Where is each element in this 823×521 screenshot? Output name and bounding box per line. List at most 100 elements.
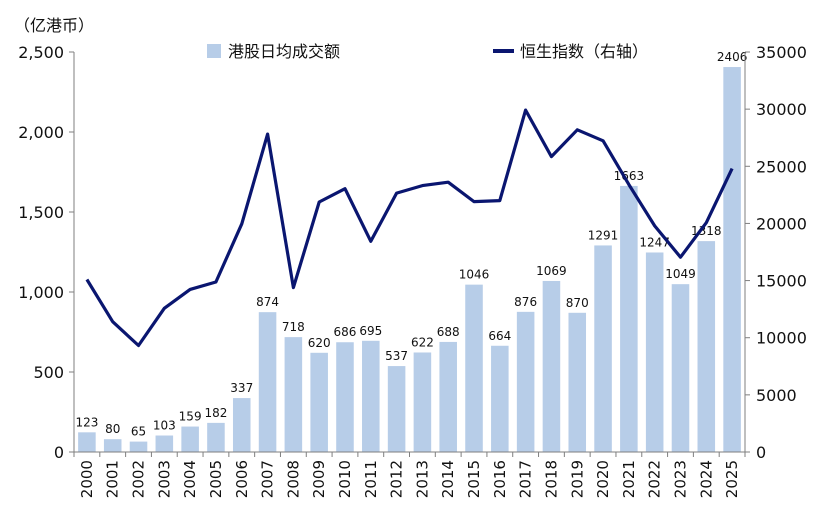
bar-2004 <box>181 426 199 452</box>
left-tick-label: 1,000 <box>18 283 64 302</box>
left-axis-ticks: 0 500 1,000 1,500 2,000 2,500 <box>18 43 74 462</box>
x-tick-label-2000: 2000 <box>78 460 96 498</box>
right-tick-label: 10000 <box>756 329 807 348</box>
right-tick-label: 0 <box>756 443 766 462</box>
bar-label-2021: 1663 <box>614 169 645 183</box>
bar-2011 <box>362 340 380 452</box>
bar-2018 <box>542 280 561 452</box>
x-tick-label-2009: 2009 <box>310 460 328 498</box>
bar-2005 <box>207 422 225 452</box>
bar-label-2018: 1069 <box>536 264 567 278</box>
x-tick-label-2004: 2004 <box>181 460 199 498</box>
bar-label-2010: 686 <box>334 325 357 339</box>
x-axis-ticks: 2000 2001 2002 2003 2004 2005 2006 2007 2008 2009… <box>73 452 746 498</box>
bar-label-2013: 622 <box>411 335 434 349</box>
legend-bar-label: 港股日均成交额 <box>228 42 340 61</box>
right-tick-label: 35000 <box>756 43 807 62</box>
bar-2022 <box>645 252 664 452</box>
line-series-hang-seng-index <box>85 108 734 348</box>
bar-label-2007: 874 <box>256 295 279 309</box>
x-tick-label-2014: 2014 <box>439 460 457 498</box>
bar-2013 <box>413 352 432 452</box>
bar-2010 <box>336 342 354 452</box>
bar-2014 <box>439 341 457 452</box>
bar-label-2022: 1247 <box>639 235 670 249</box>
bar-label-2017: 876 <box>514 295 537 309</box>
bar-label-2003: 103 <box>153 419 176 433</box>
bar-label-2006: 337 <box>230 381 253 395</box>
bar-label-2015: 1046 <box>459 268 490 282</box>
bar-2008 <box>284 337 303 452</box>
bar-label-2020: 1291 <box>588 228 619 242</box>
x-tick-label-2002: 2002 <box>130 460 148 498</box>
x-tick-label-2013: 2013 <box>413 460 431 498</box>
x-tick-label-2011: 2011 <box>362 460 380 498</box>
bar-label-2002: 65 <box>131 425 146 439</box>
x-tick-label-2019: 2019 <box>568 460 586 498</box>
right-axis-ticks: 0 5000 10000 15000 20000 25000 30000 35000 <box>745 43 807 462</box>
x-tick-label-2005: 2005 <box>207 460 225 498</box>
left-tick-label: 2,500 <box>18 43 64 62</box>
bar-2016 <box>491 345 509 452</box>
bar-2007 <box>258 312 277 452</box>
bar-label-2016: 664 <box>488 329 511 343</box>
x-tick-label-2006: 2006 <box>233 460 251 498</box>
bar-label-2012: 537 <box>385 349 408 363</box>
bar-2009 <box>310 352 328 452</box>
x-tick-label-2016: 2016 <box>491 460 509 498</box>
right-tick-label: 30000 <box>756 100 807 119</box>
bar-2000 <box>78 432 96 452</box>
left-axis-unit-label: （亿港币） <box>14 16 94 35</box>
x-tick-label-2024: 2024 <box>697 460 715 498</box>
x-tick-label-2012: 2012 <box>388 460 406 498</box>
right-tick-label: 5000 <box>756 386 797 405</box>
legend-bar-swatch <box>207 44 221 58</box>
left-tick-label: 1,500 <box>18 203 64 222</box>
bar-2020 <box>594 245 612 452</box>
bar-label-2019: 870 <box>566 296 589 310</box>
x-tick-label-2007: 2007 <box>259 460 277 498</box>
x-tick-label-2015: 2015 <box>465 460 483 498</box>
right-tick-label: 15000 <box>756 272 807 291</box>
bar-label-2023: 1049 <box>665 267 696 281</box>
left-tick-label: 0 <box>54 443 64 462</box>
x-tick-label-2023: 2023 <box>671 460 689 498</box>
x-tick-label-2018: 2018 <box>542 460 560 498</box>
bar-2023 <box>671 284 690 452</box>
bar-2015 <box>465 284 483 452</box>
bar-label-2025: 2406 <box>717 50 748 64</box>
bar-2024 <box>697 241 716 452</box>
x-tick-label-2008: 2008 <box>284 460 302 498</box>
x-tick-label-2001: 2001 <box>104 460 122 498</box>
x-tick-label-2010: 2010 <box>336 460 354 498</box>
x-tick-label-2022: 2022 <box>646 460 664 498</box>
bar-label-2005: 182 <box>204 406 227 420</box>
x-tick-label-2017: 2017 <box>517 460 535 498</box>
bar-label-2004: 159 <box>179 410 202 424</box>
bar-2001 <box>103 439 122 452</box>
right-tick-label: 20000 <box>756 214 807 233</box>
bar-label-2008: 718 <box>282 320 305 334</box>
bar-2003 <box>155 435 174 452</box>
bar-2012 <box>387 366 406 452</box>
bar-2019 <box>568 312 587 452</box>
right-tick-label: 25000 <box>756 157 807 176</box>
bar-series <box>78 67 741 453</box>
bar-label-2001: 80 <box>105 422 120 436</box>
left-tick-label: 2,000 <box>18 123 64 142</box>
x-tick-label-2003: 2003 <box>155 460 173 498</box>
bar-2002 <box>129 441 148 452</box>
bar-label-2000: 123 <box>75 415 98 429</box>
bar-2025 <box>723 67 741 452</box>
bar-2017 <box>516 311 535 452</box>
x-tick-label-2020: 2020 <box>594 460 612 498</box>
bar-2006 <box>232 398 251 452</box>
bar-label-2009: 620 <box>308 336 331 350</box>
legend-line-label: 恒生指数（右轴） <box>520 42 648 61</box>
x-tick-label-2025: 2025 <box>723 460 741 498</box>
left-tick-label: 500 <box>33 363 64 382</box>
x-tick-label-2021: 2021 <box>620 460 638 498</box>
bar-2021 <box>620 185 638 453</box>
